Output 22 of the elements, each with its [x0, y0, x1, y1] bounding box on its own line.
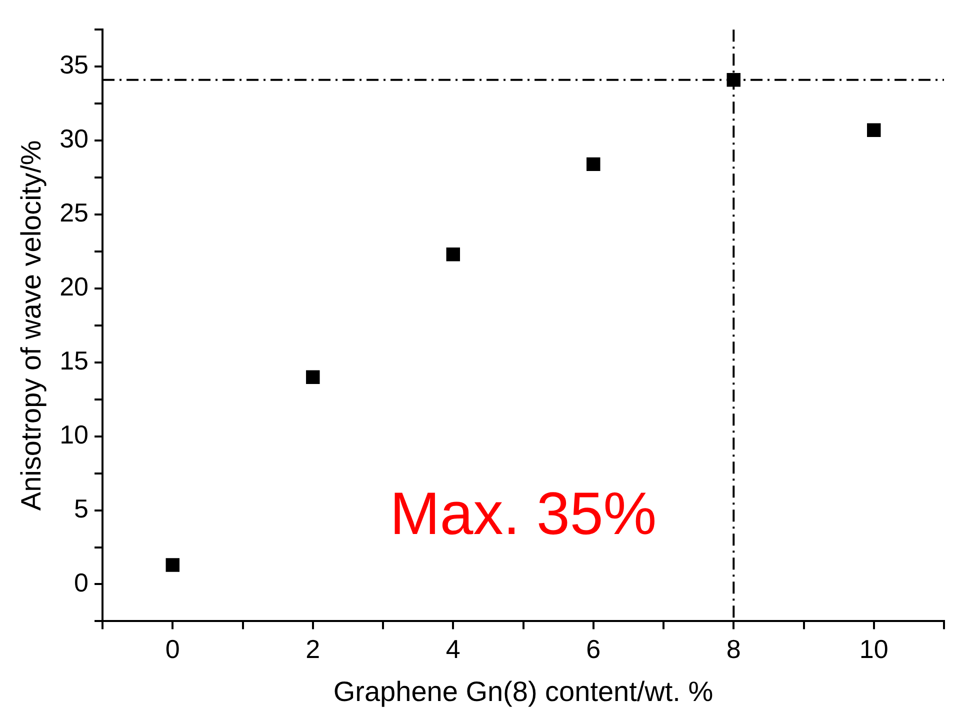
x-tick-label: 2 — [306, 634, 320, 664]
y-tick-label: 25 — [60, 198, 89, 228]
y-tick-label: 0 — [74, 567, 89, 598]
y-axis-title: Anisotropy of wave velocity/% — [16, 140, 47, 511]
y-tick-label: 20 — [60, 272, 89, 302]
x-tick-label: 10 — [859, 634, 888, 664]
point — [306, 370, 320, 384]
point — [586, 157, 600, 172]
point — [867, 123, 881, 138]
point — [446, 248, 460, 262]
y-tick-label: 15 — [60, 346, 89, 376]
point — [166, 558, 180, 572]
y-tick-label: 35 — [60, 50, 89, 80]
y-tick-label: 30 — [60, 124, 89, 154]
x-tick-label: 0 — [165, 634, 180, 664]
x-axis-title: Graphene Gn(8) content/wt. % — [333, 676, 714, 707]
y-tick-label: 10 — [60, 419, 89, 450]
x-tick-label: 8 — [726, 634, 741, 664]
annotation: Max. 35% — [390, 480, 657, 548]
x-tick-label: 6 — [586, 634, 601, 664]
y-tick-label: 5 — [74, 493, 89, 524]
x-tick-label: 4 — [446, 634, 460, 664]
